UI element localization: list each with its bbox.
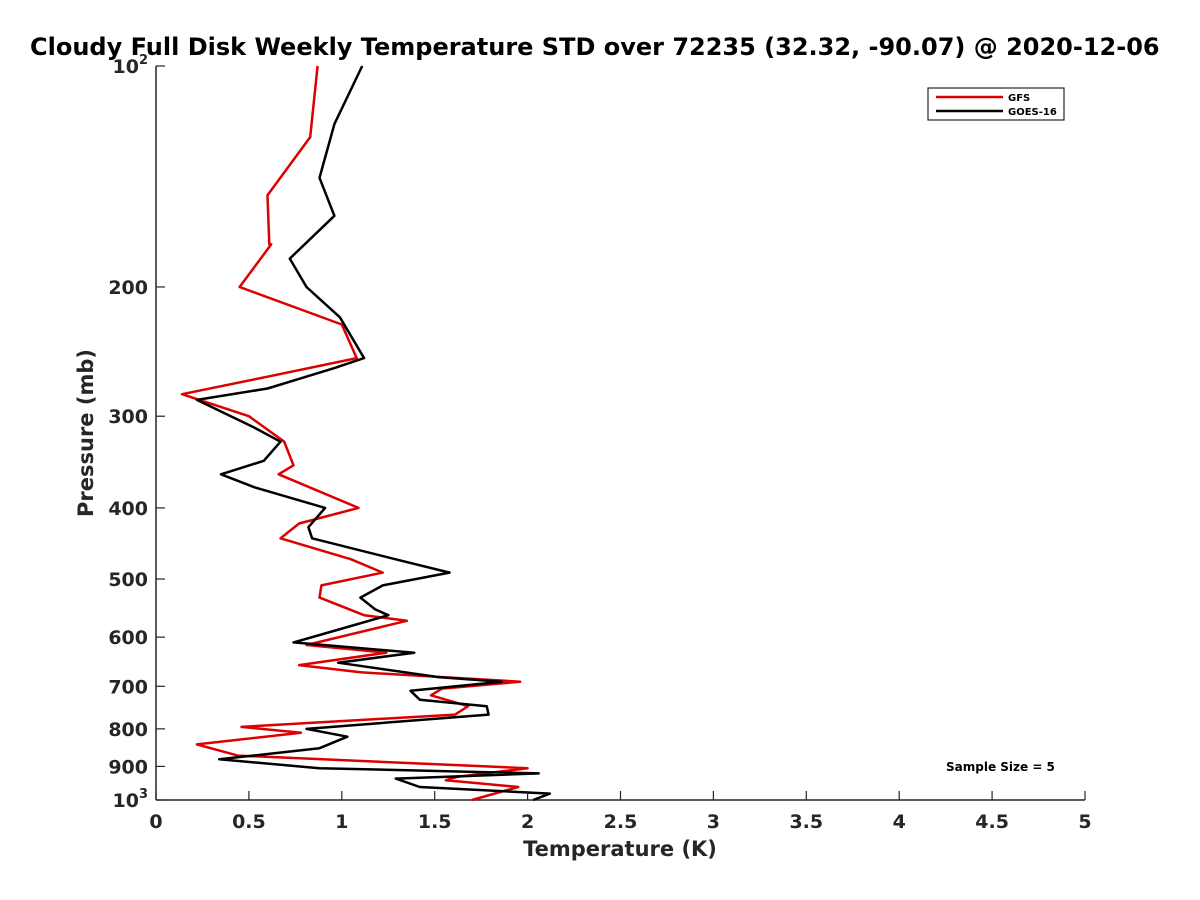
y-tick-label: 800 bbox=[108, 719, 148, 741]
y-tick-label: 400 bbox=[108, 498, 148, 520]
y-tick-label: 300 bbox=[108, 406, 148, 428]
y-axis-label: Pressure (mb) bbox=[74, 349, 98, 517]
plot-area bbox=[155, 65, 1085, 802]
x-tick-label: 1.5 bbox=[418, 811, 452, 833]
y-tick-label: 900 bbox=[108, 756, 148, 778]
x-axis-label: Temperature (K) bbox=[523, 837, 717, 861]
x-tick-label: 4 bbox=[893, 811, 906, 833]
y-tick-label: 103 bbox=[113, 787, 149, 812]
x-tick-label: 0 bbox=[149, 811, 162, 833]
legend: GFS GOES-16 bbox=[927, 87, 1065, 121]
x-tick-label: 2 bbox=[521, 811, 534, 833]
y-tick-label: 200 bbox=[108, 277, 148, 299]
legend-label: GFS bbox=[1008, 93, 1030, 104]
x-tick-label: 0.5 bbox=[232, 811, 266, 833]
legend-label: GOES-16 bbox=[1008, 107, 1057, 118]
x-tick-label: 4.5 bbox=[975, 811, 1009, 833]
x-tick-label: 1 bbox=[335, 811, 348, 833]
x-axis: 0 0.5 1 1.5 2 2.5 3 3.5 4 4.5 5 bbox=[149, 791, 1092, 833]
sample-size-annotation: Sample Size = 5 bbox=[946, 760, 1055, 774]
x-tick-label: 2.5 bbox=[604, 811, 638, 833]
y-tick-label: 600 bbox=[108, 627, 148, 649]
y-tick-label: 102 bbox=[113, 53, 149, 78]
y-axis: 102 200 300 400 500 600 700 800 900 103 bbox=[108, 53, 165, 812]
legend-box bbox=[927, 87, 1065, 121]
x-tick-label: 3.5 bbox=[789, 811, 823, 833]
x-tick-label: 3 bbox=[707, 811, 720, 833]
series-line-gfs bbox=[180, 65, 529, 802]
chart-title: Cloudy Full Disk Weekly Temperature STD … bbox=[30, 33, 1160, 61]
x-tick-label: 5 bbox=[1078, 811, 1091, 833]
series-line-goes-16 bbox=[195, 65, 552, 802]
y-tick-label: 700 bbox=[108, 676, 148, 698]
y-tick-label: 500 bbox=[108, 569, 148, 591]
